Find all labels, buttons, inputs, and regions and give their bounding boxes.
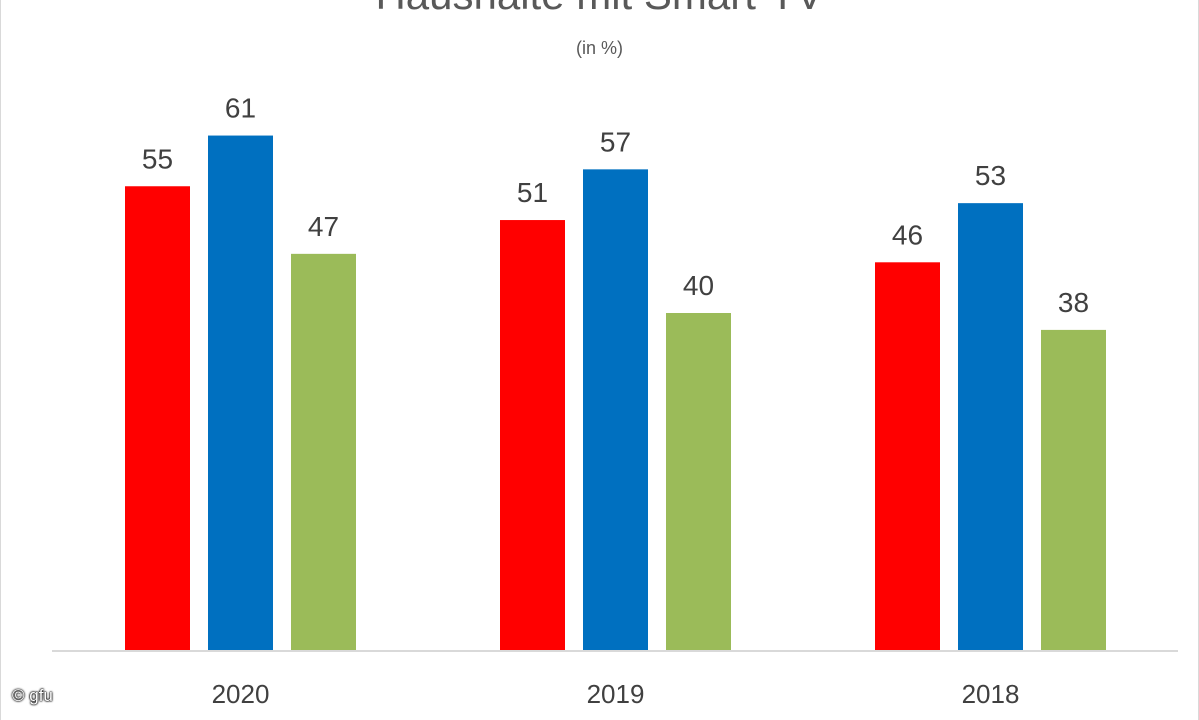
bar-2020-1 [125, 186, 190, 651]
data-label-2019-1: 51 [517, 177, 548, 208]
bar-2018-2 [958, 203, 1023, 651]
bars-layer [125, 135, 1106, 652]
data-label-2019-3: 40 [683, 270, 714, 301]
x-tick-label-2018: 2018 [962, 679, 1020, 709]
chart-subtitle: (in %) [575, 38, 623, 58]
data-label-2018-2: 53 [975, 160, 1006, 191]
bar-2018-3 [1041, 329, 1106, 651]
bar-2019-3 [666, 313, 731, 651]
data-label-2019-2: 57 [600, 126, 631, 157]
x-tick-label-2019: 2019 [587, 679, 645, 709]
bar-2019-2 [583, 169, 648, 651]
data-label-2018-3: 38 [1058, 287, 1089, 318]
bar-2020-2 [208, 135, 273, 652]
labels-layer: 55 61 47 2020 51 57 40 2019 46 53 38 2018 [142, 93, 1089, 709]
data-label-2020-2: 61 [225, 93, 256, 124]
bar-2020-3 [291, 253, 356, 651]
bar-2018-1 [875, 262, 940, 651]
x-tick-label-2020: 2020 [212, 679, 270, 709]
data-label-2020-3: 47 [308, 211, 339, 242]
copyright-watermark: © gfu [12, 686, 53, 705]
bar-2019-1 [500, 220, 565, 652]
data-label-2020-1: 55 [142, 143, 173, 174]
data-label-2018-1: 46 [892, 219, 923, 250]
chart-title: Haushalte mit Smart-TV [0, 0, 1199, 16]
